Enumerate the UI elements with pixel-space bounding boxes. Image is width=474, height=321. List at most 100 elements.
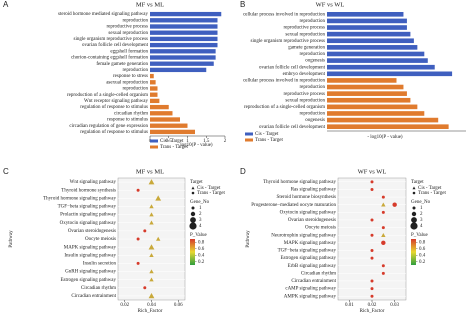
category-label: steroid hormone mediated signaling pathw… bbox=[58, 12, 148, 17]
colorbar-label: 0.8 bbox=[198, 240, 205, 245]
size-legend-dot bbox=[190, 211, 196, 217]
point bbox=[149, 253, 154, 258]
legend-label: Trans - Target bbox=[197, 191, 226, 196]
point bbox=[148, 293, 155, 299]
point bbox=[136, 237, 140, 241]
category-label: Insulin secretion bbox=[83, 262, 117, 267]
color-legend-title: P_Value bbox=[190, 233, 207, 238]
bar bbox=[150, 73, 154, 79]
legend-swatch bbox=[150, 145, 158, 149]
bar bbox=[150, 18, 218, 23]
category-label: MAPK signaling pathway bbox=[64, 245, 117, 250]
point bbox=[370, 180, 374, 184]
category-label: asexual reproduction bbox=[106, 80, 148, 85]
category-label: Circadian rhythm bbox=[81, 286, 116, 291]
category-label: Estrogen signaling pathway bbox=[60, 278, 116, 283]
point bbox=[370, 218, 374, 222]
bar bbox=[150, 55, 216, 60]
size-legend-label: 3 bbox=[420, 218, 423, 223]
size-legend-label: 4 bbox=[420, 224, 423, 229]
category-label: Ovarian steroidogenesis bbox=[68, 229, 116, 234]
category-label: reproduction bbox=[122, 87, 148, 92]
bar bbox=[150, 49, 216, 54]
size-legend-dot bbox=[189, 222, 197, 230]
category-label: Insulin signaling pathway bbox=[64, 253, 116, 258]
x-tick-label: 0.04 bbox=[147, 303, 156, 308]
point bbox=[143, 229, 147, 233]
legend-title: Target bbox=[190, 180, 203, 185]
y-axis-label: Pathway bbox=[9, 230, 14, 248]
x-tick-label: 1 bbox=[186, 139, 189, 144]
point bbox=[149, 204, 154, 209]
category-label: single organism reproductive process bbox=[74, 37, 149, 42]
bar bbox=[150, 36, 218, 42]
point bbox=[392, 202, 397, 207]
category-label: cellular process involved in reproductio… bbox=[243, 79, 325, 84]
point bbox=[370, 187, 374, 191]
colorbar-label: 0.8 bbox=[419, 240, 426, 245]
point bbox=[381, 202, 386, 207]
bar bbox=[327, 38, 414, 44]
bar bbox=[150, 104, 169, 110]
category-label: Oocyte meiosis bbox=[305, 226, 336, 231]
category-label: Wnt signaling pathway bbox=[70, 180, 117, 185]
chart-title: MF vs ML bbox=[136, 168, 164, 175]
point bbox=[381, 210, 385, 214]
category-label: MAPK signaling pathway bbox=[284, 241, 337, 246]
point bbox=[381, 271, 385, 275]
point bbox=[381, 232, 386, 237]
size-legend-label: 2 bbox=[420, 212, 423, 217]
size-legend-label: 3 bbox=[199, 218, 202, 223]
point bbox=[370, 248, 374, 252]
x-tick-label: 0.01 bbox=[345, 303, 354, 308]
point bbox=[136, 188, 140, 192]
bar bbox=[327, 64, 435, 70]
color-legend-title: P_Value bbox=[411, 233, 428, 238]
point bbox=[381, 226, 385, 230]
legend-label: Cis - Target bbox=[160, 139, 184, 144]
bar bbox=[327, 18, 407, 24]
bar bbox=[150, 86, 158, 91]
point bbox=[370, 256, 374, 260]
size-legend-label: 1 bbox=[199, 206, 202, 211]
size-legend-dot bbox=[190, 217, 196, 223]
category-label: reproductive process bbox=[283, 92, 325, 97]
category-label: single organism reproductive process bbox=[251, 39, 326, 44]
category-label: cAMP signaling pathway bbox=[285, 287, 336, 292]
bar bbox=[327, 91, 407, 96]
bar bbox=[150, 98, 160, 104]
category-label: sexual reproduction bbox=[285, 32, 325, 37]
bar bbox=[327, 124, 449, 130]
bar bbox=[150, 24, 218, 29]
category-label: ovarian follicle cell development bbox=[259, 65, 326, 70]
category-label: Neurotrophin signaling pathway bbox=[271, 233, 336, 238]
point bbox=[370, 287, 374, 291]
category-label: Prolactin signaling pathway bbox=[60, 213, 116, 218]
colorbar bbox=[190, 239, 195, 265]
point bbox=[136, 261, 140, 265]
category-label: response to stimulus bbox=[107, 118, 148, 123]
category-label: reproduction bbox=[299, 112, 325, 117]
x-tick-label: 0.06 bbox=[174, 303, 183, 308]
bar bbox=[150, 30, 218, 35]
category-label: Wnt receptor signaling pathway bbox=[84, 99, 149, 104]
size-legend-dot bbox=[410, 222, 418, 230]
bar bbox=[150, 11, 222, 17]
point bbox=[149, 277, 154, 282]
category-label: regulation of response to stimulus bbox=[80, 105, 148, 110]
point bbox=[381, 264, 385, 268]
x-tick-label: 0.02 bbox=[368, 303, 377, 308]
category-label: Circadian entrainment bbox=[291, 279, 336, 284]
category-label: female gamete generation bbox=[96, 62, 148, 67]
bar bbox=[150, 67, 207, 73]
category-label: chorion-containing eggshell formation bbox=[71, 56, 148, 61]
point bbox=[156, 236, 161, 241]
category-label: reproduction of a single-celled organism bbox=[244, 105, 325, 110]
colorbar-label: 0.4 bbox=[419, 253, 426, 258]
chart-title: WF vs WL bbox=[316, 1, 345, 8]
colorbar-label: 0.2 bbox=[198, 260, 205, 265]
bar bbox=[327, 51, 425, 57]
category-label: reproduction bbox=[122, 68, 148, 73]
bar bbox=[327, 58, 428, 63]
size-legend-label: 1 bbox=[420, 206, 423, 211]
